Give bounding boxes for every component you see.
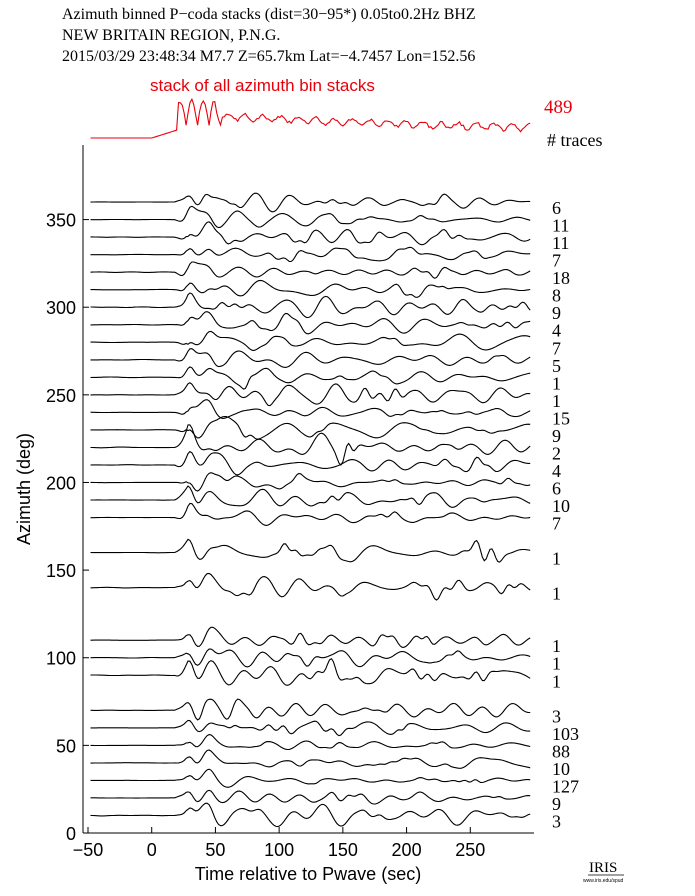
trace-az-330 [90,246,531,263]
trace-az-350 [90,205,531,229]
trace-az-260 [90,366,531,390]
x-tick-label: 100 [264,840,294,860]
trace-az-320 [90,261,531,279]
seismogram-traces [90,192,531,828]
iris-logo-text: IRIS [589,860,617,876]
trace-count-az-70: 3 [552,706,561,726]
trace-count-az-160: 1 [552,549,561,569]
y-axis-label: Azimuth (deg) [14,433,34,545]
trace-count-az-100: 1 [552,654,561,674]
trace-az-60 [90,719,531,737]
trace-count-az-190: 10 [552,496,570,516]
trace-az-50 [90,734,531,751]
trace-az-140 [90,572,531,601]
x-tick-label: 250 [455,840,485,860]
trace-count-az-140: 1 [552,584,561,604]
trace-count-az-250: 1 [552,391,561,411]
trace-az-190 [90,485,531,508]
trace-count-az-10: 3 [552,811,561,831]
trace-count-az-180: 7 [552,514,561,534]
trace-count-az-350: 11 [552,216,569,236]
trace-count-az-110: 1 [552,636,561,656]
x-tick-label: −50 [73,840,104,860]
trace-count-az-60: 103 [552,724,579,744]
trace-count-az-220: 2 [552,443,561,463]
trace-count-az-90: 1 [552,671,561,691]
trace-count-az-210: 4 [552,461,561,481]
trace-count-az-50: 88 [552,741,570,761]
trace-count-az-300: 9 [552,303,561,323]
x-tick-label: 0 [147,840,157,860]
header-line-1: Azimuth binned P−coda stacks (dist=30−95… [62,6,476,23]
top-stack-trace [90,97,531,139]
trace-count-az-330: 7 [552,251,561,271]
top-stack-label: stack of all azimuth bin stacks [150,76,375,95]
trace-count-az-280: 7 [552,338,561,358]
trace-count-az-20: 9 [552,794,561,814]
trace-az-360 [90,192,531,213]
trace-az-210 [90,450,531,476]
trace-az-230 [90,415,531,440]
trace-az-110 [90,626,531,648]
trace-az-300 [90,292,531,319]
trace-count-az-360: 6 [552,198,561,218]
iris-logo: IRIS www.iris.edu/spud [583,860,624,884]
trace-az-30 [90,768,531,788]
y-tick-label: 150 [46,561,76,581]
iris-logo-url: www.iris.edu/spud [583,878,624,884]
trace-az-10 [90,802,531,828]
y-tick-label: 50 [56,736,76,756]
x-axis-label: Time relative to Pwave (sec) [195,864,421,884]
y-tick-label: 0 [66,824,76,844]
y-tick-label: 300 [46,298,76,318]
trace-az-40 [90,749,531,769]
trace-count-az-260: 1 [552,373,561,393]
trace-count-az-200: 6 [552,478,561,498]
trace-az-340 [90,221,531,246]
trace-count-az-30: 127 [552,776,579,796]
x-tick-label: 50 [205,840,225,860]
trace-az-310 [90,279,531,298]
trace-az-280 [90,330,531,352]
x-tick-label: 150 [328,840,358,860]
trace-az-70 [90,698,531,721]
top-stack-count: 489 [544,97,573,118]
header-line-3: 2015/03/29 23:48:34 M7.7 Z=65.7km Lat=−4… [62,48,475,65]
y-tick-label: 250 [46,386,76,406]
x-tick-label: 200 [392,840,422,860]
trace-count-az-320: 18 [552,268,570,288]
y-tick-label: 350 [46,211,76,231]
trace-az-290 [90,311,531,335]
trace-az-250 [90,382,531,407]
y-ticks: 0 50 100 150 200 250 300 350 [46,211,89,844]
trace-az-200 [90,472,531,492]
y-tick-label: 200 [46,473,76,493]
trace-az-160 [90,538,531,563]
trace-count-az-310: 8 [552,286,561,306]
trace-az-220 [90,424,531,466]
trace-count-az-240: 15 [552,408,570,428]
trace-az-180 [90,502,531,526]
trace-count-az-40: 10 [552,759,570,779]
y-tick-label: 100 [46,649,76,669]
trace-count-az-270: 5 [552,356,561,376]
trace-count-az-230: 9 [552,426,561,446]
trace-az-240 [90,399,531,419]
trace-count-az-340: 11 [552,233,569,253]
trace-counts: 6111171889475111592461071111131038810127… [552,198,579,831]
traces-count-header: # traces [547,130,602,150]
x-ticks: −50 0 50 100 150 200 250 [73,827,485,860]
trace-az-20 [90,789,531,805]
trace-count-az-290: 4 [552,321,561,341]
trace-az-90 [90,657,531,686]
trace-az-100 [90,648,531,668]
top-stack: stack of all azimuth bin stacks 489 # tr… [90,76,602,150]
header-line-2: NEW BRITAIN REGION, P.N.G. [62,27,280,44]
trace-az-270 [90,348,531,368]
